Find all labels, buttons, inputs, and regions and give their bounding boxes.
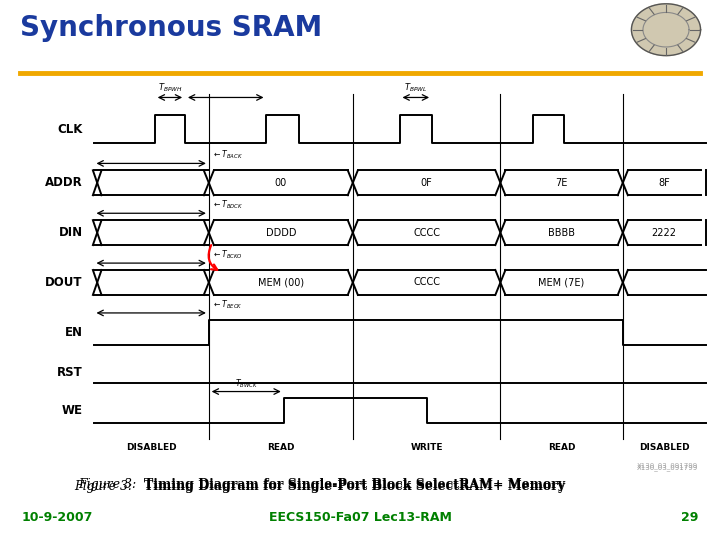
Text: EECS150-Fa07 Lec13-RAM: EECS150-Fa07 Lec13-RAM [269,511,451,524]
Text: DOUT: DOUT [45,276,83,289]
Text: WE: WE [62,404,83,417]
Text: $T_{BWCK}$: $T_{BWCK}$ [235,377,258,390]
Text: $\leftarrow T_{BECK}$: $\leftarrow T_{BECK}$ [212,299,243,311]
Text: X130_03_091799: X130_03_091799 [637,465,698,471]
Text: 29: 29 [681,511,698,524]
Text: $T_{BPWH}$: $T_{BPWH}$ [158,81,182,93]
Text: DISABLED: DISABLED [639,443,690,452]
Text: BBBB: BBBB [548,228,575,238]
Text: DDDD: DDDD [266,228,296,238]
Text: RST: RST [57,366,83,379]
Text: X130_03_091799: X130_03_091799 [637,462,698,469]
Text: $T_{BPWL}$: $T_{BPWL}$ [404,81,428,93]
Text: 10-9-2007: 10-9-2007 [22,511,93,524]
Text: Synchronous SRAM: Synchronous SRAM [20,14,323,42]
Text: CCCC: CCCC [413,278,440,287]
Text: 8F: 8F [658,178,670,188]
Text: Figure 3:: Figure 3: [78,478,144,491]
Text: Timing Diagram for Single-Port Block SelectRAM+ Memory: Timing Diagram for Single-Port Block Sel… [144,478,565,491]
Text: CLK: CLK [58,123,83,136]
Text: 0F: 0F [420,178,433,188]
Text: MEM (7E): MEM (7E) [539,278,585,287]
Text: READ: READ [548,443,575,452]
Text: MEM (00): MEM (00) [258,278,304,287]
Text: Timing Diagram for Single-Port Block SelectRAM+ Memory: Timing Diagram for Single-Port Block Sel… [144,480,565,493]
Text: WRITE: WRITE [410,443,443,452]
Text: $\leftarrow T_{BACK}$: $\leftarrow T_{BACK}$ [212,149,243,161]
Text: 7E: 7E [555,178,568,188]
Text: EN: EN [65,326,83,339]
Polygon shape [631,4,701,56]
Text: READ: READ [267,443,294,452]
Text: CCCC: CCCC [413,228,440,238]
Text: 2222: 2222 [652,228,677,238]
Text: DIN: DIN [58,226,83,239]
Text: $\leftarrow T_{BCKO}$: $\leftarrow T_{BCKO}$ [212,249,243,261]
Text: DISABLED: DISABLED [126,443,176,452]
Text: $\leftarrow T_{BDCK}$: $\leftarrow T_{BDCK}$ [212,199,244,211]
Text: 00: 00 [274,178,287,188]
Text: ADDR: ADDR [45,176,83,190]
Text: Figure 3:: Figure 3: [74,480,140,493]
